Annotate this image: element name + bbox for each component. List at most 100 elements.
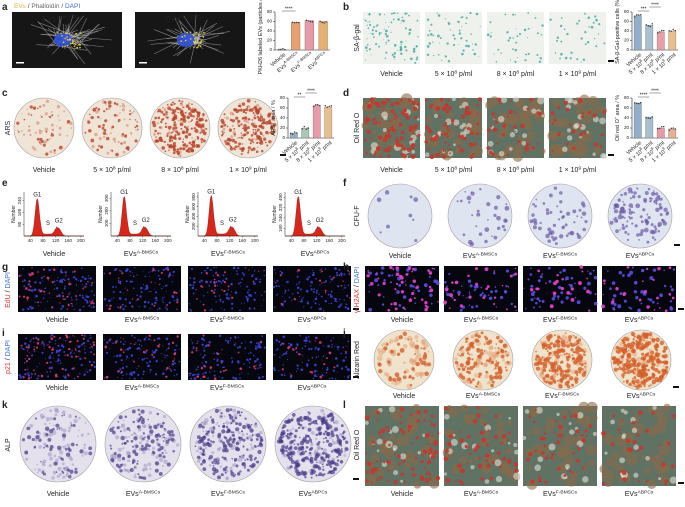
speck	[384, 32, 387, 36]
speck	[504, 205, 510, 211]
y-label-part: /	[5, 288, 12, 294]
speck	[61, 35, 63, 37]
speck	[25, 360, 29, 363]
speck	[566, 358, 570, 362]
caption-part: ABPCs	[311, 384, 327, 390]
speck	[404, 45, 407, 49]
speck	[192, 347, 194, 350]
speck	[634, 385, 636, 388]
speck	[108, 307, 111, 311]
speck	[469, 380, 473, 384]
speck	[473, 289, 476, 292]
speck	[365, 151, 369, 155]
speck	[655, 192, 659, 196]
speck	[204, 365, 207, 368]
speck	[378, 135, 382, 140]
speck	[500, 96, 508, 104]
speck	[197, 373, 200, 376]
speck	[393, 118, 396, 121]
speck	[483, 362, 489, 368]
speck	[445, 291, 447, 293]
speck	[490, 360, 495, 365]
speck	[248, 269, 250, 271]
caption-part: Vehicle	[380, 167, 403, 174]
speck	[559, 361, 562, 364]
speck	[30, 289, 34, 292]
speck	[90, 115, 94, 120]
speck	[147, 301, 150, 304]
speck	[213, 352, 215, 355]
speck	[66, 443, 71, 448]
speck	[62, 475, 66, 479]
speck	[418, 357, 423, 362]
speck	[196, 342, 198, 345]
speck	[409, 125, 413, 129]
speck	[163, 449, 166, 452]
speck	[318, 279, 322, 282]
speck	[166, 366, 169, 370]
speck	[618, 366, 621, 369]
speck	[64, 354, 66, 356]
speck	[547, 227, 552, 232]
speck	[233, 413, 238, 418]
speck	[98, 136, 102, 141]
speck	[45, 99, 50, 104]
speck	[658, 307, 661, 309]
speck	[137, 128, 139, 131]
speck	[571, 129, 576, 134]
speck	[412, 267, 415, 271]
speck	[384, 13, 386, 16]
speck	[191, 103, 193, 106]
speck	[146, 286, 149, 289]
speck	[328, 303, 330, 305]
speck	[467, 377, 471, 381]
speck	[22, 268, 24, 270]
speck	[344, 352, 348, 355]
speck	[515, 28, 517, 30]
dot	[282, 48, 284, 50]
speck	[552, 369, 555, 372]
speck	[637, 369, 641, 373]
speck	[504, 344, 507, 346]
speck	[643, 199, 647, 203]
speck	[643, 345, 647, 349]
caption-part: F-BMSCs	[224, 250, 246, 256]
speck	[234, 377, 238, 381]
speck	[555, 339, 561, 344]
speck	[229, 466, 233, 471]
speck	[200, 378, 202, 380]
speck	[66, 38, 69, 41]
dot	[309, 21, 312, 23]
speck	[197, 340, 199, 343]
speck	[316, 370, 318, 372]
speck	[35, 435, 40, 440]
speck	[555, 279, 559, 284]
speck	[154, 139, 159, 143]
speck	[407, 98, 412, 102]
caption: EVsA-BMSCs	[125, 316, 160, 324]
peak-label: G1	[120, 190, 129, 196]
speck	[111, 125, 115, 129]
speck	[371, 29, 374, 32]
speck	[480, 362, 484, 365]
speck	[378, 13, 382, 16]
speck	[126, 427, 130, 431]
speck	[144, 436, 146, 439]
speck	[203, 131, 207, 136]
speck	[158, 434, 162, 438]
speck	[22, 376, 25, 379]
speck	[78, 44, 80, 46]
image-label-part: EVs	[165, 15, 180, 24]
speck	[204, 371, 207, 374]
speck	[30, 114, 33, 116]
chart-y-label-part: +	[270, 121, 274, 124]
speck	[454, 280, 459, 285]
speck	[621, 223, 625, 227]
speck	[176, 152, 180, 156]
dot	[674, 29, 676, 32]
caption-part: Vehicle	[33, 167, 56, 174]
bar	[645, 25, 654, 51]
speck	[120, 370, 123, 373]
speck	[155, 359, 159, 363]
speck	[301, 347, 304, 350]
